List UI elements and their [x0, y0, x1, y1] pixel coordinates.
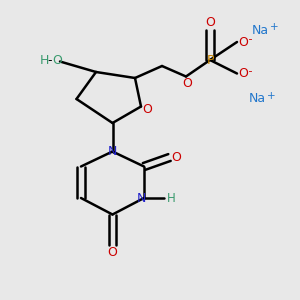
- Text: P: P: [206, 53, 214, 67]
- Text: N: N: [136, 191, 146, 205]
- Text: O: O: [108, 245, 117, 259]
- Text: O: O: [171, 151, 181, 164]
- Text: -: -: [245, 65, 253, 76]
- Text: +: +: [270, 22, 279, 32]
- Text: Na: Na: [252, 23, 269, 37]
- Text: -: -: [245, 34, 253, 44]
- Text: -: -: [47, 54, 52, 68]
- Text: O: O: [239, 35, 248, 49]
- Text: Na: Na: [249, 92, 266, 106]
- Text: H: H: [167, 191, 176, 205]
- Text: O: O: [182, 76, 192, 90]
- Text: H: H: [39, 54, 49, 68]
- Text: O: O: [143, 103, 152, 116]
- Text: N: N: [108, 145, 117, 158]
- Text: O: O: [205, 16, 215, 29]
- Text: O: O: [239, 67, 248, 80]
- Text: +: +: [267, 91, 276, 101]
- Text: O: O: [52, 54, 62, 68]
